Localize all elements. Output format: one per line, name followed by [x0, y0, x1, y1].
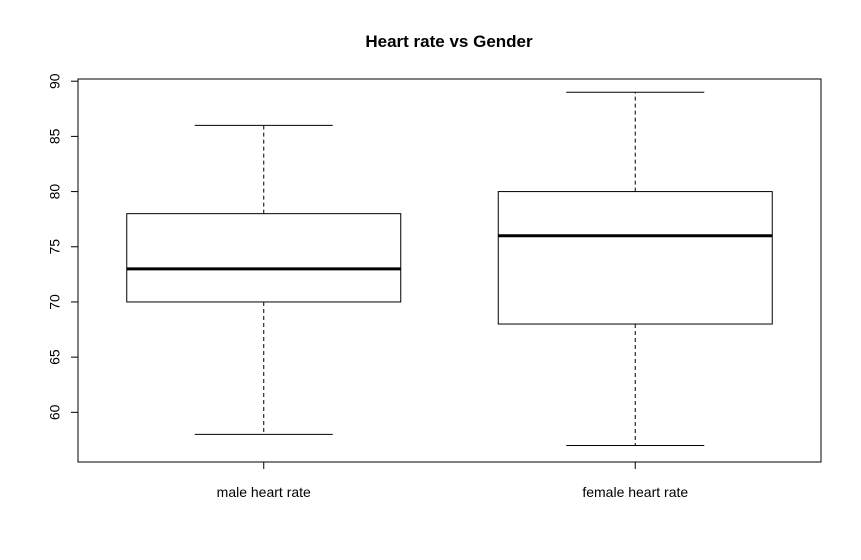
- y-tick-label: 70: [47, 294, 63, 310]
- y-axis: 60 65 70 75 80 85 90: [47, 73, 79, 420]
- x-category-label: female heart rate: [582, 484, 688, 500]
- y-tick-label: 60: [47, 404, 63, 420]
- chart-title: Heart rate vs Gender: [365, 32, 533, 51]
- box-male-heart-rate: [126, 124, 402, 435]
- y-tick-label: 75: [47, 239, 63, 255]
- y-tick-label: 80: [47, 184, 63, 200]
- boxes-layer: [126, 91, 773, 446]
- box-female-heart-rate: [497, 91, 773, 446]
- x-axis: male heart rate female heart rate: [217, 462, 688, 500]
- y-tick-label: 85: [47, 128, 63, 144]
- y-tick-label: 90: [47, 73, 63, 89]
- iqr-box: [126, 213, 402, 303]
- x-category-label: male heart rate: [217, 484, 311, 500]
- iqr-box: [497, 191, 773, 325]
- y-tick-label: 65: [47, 349, 63, 365]
